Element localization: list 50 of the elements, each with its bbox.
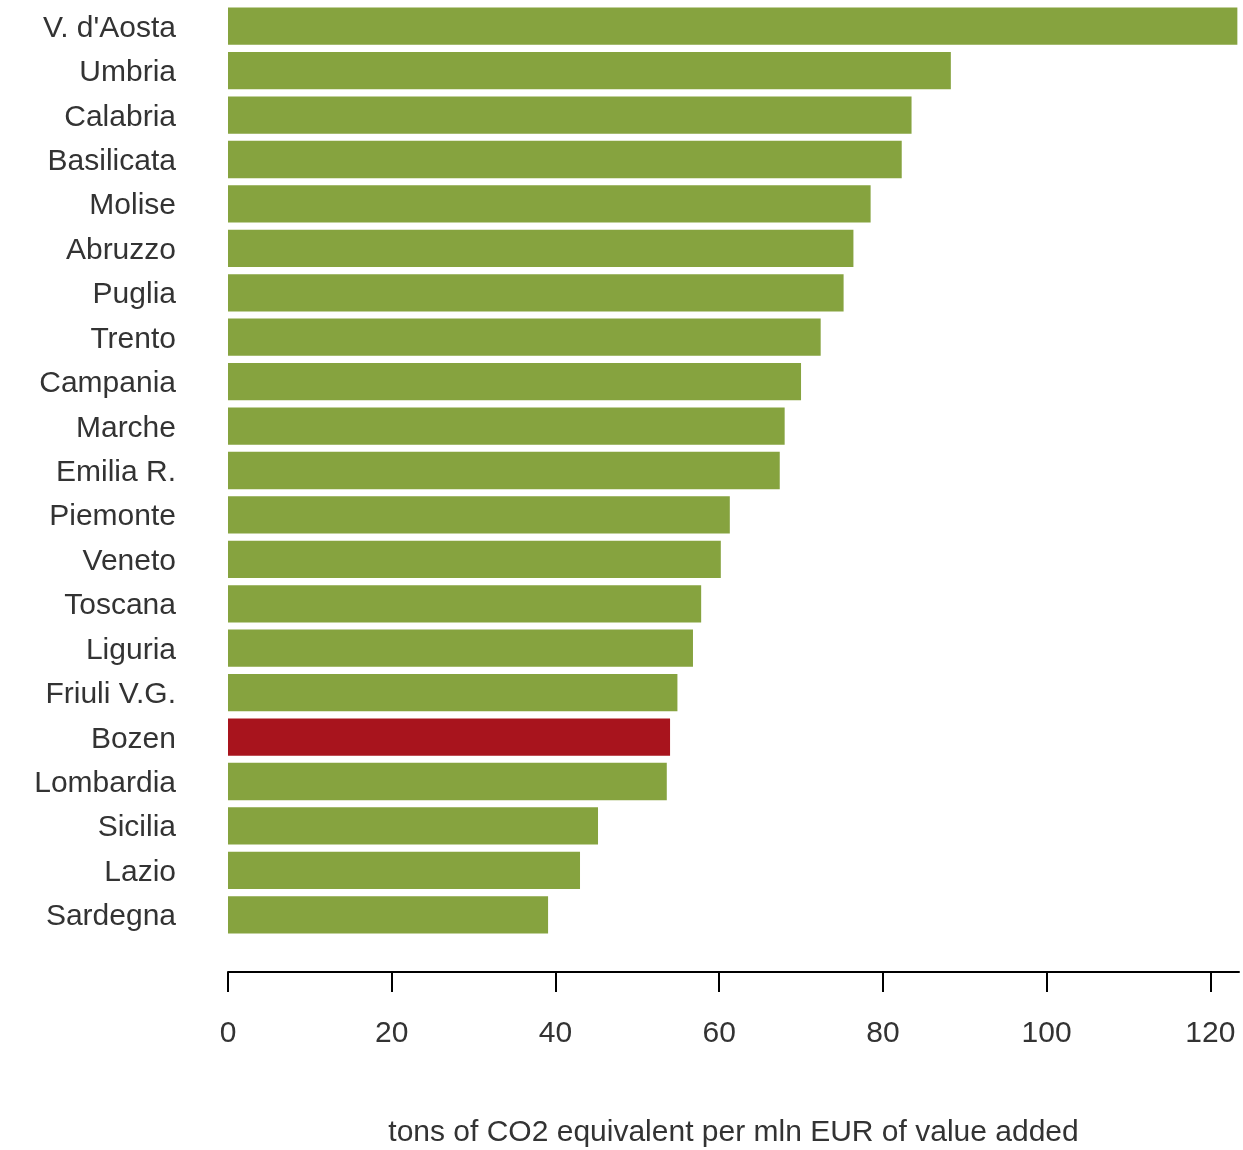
bar xyxy=(228,185,871,223)
y-tick-label: V. d'Aosta xyxy=(42,9,177,43)
y-tick-label: Bozen xyxy=(90,720,176,754)
bar xyxy=(228,451,780,490)
x-tick-label: 40 xyxy=(538,1014,573,1048)
y-tick-label: Sardegna xyxy=(45,898,177,932)
y-tick-label: Veneto xyxy=(82,542,176,576)
y-tick-label: Piemonte xyxy=(49,498,176,532)
x-tick-label: 120 xyxy=(1185,1014,1236,1048)
bar xyxy=(228,51,951,90)
y-tick-label: Puglia xyxy=(92,276,177,310)
y-tick-label: Lazio xyxy=(104,853,176,887)
y-tick-label: Friuli V.G. xyxy=(45,676,176,710)
bar xyxy=(228,851,581,890)
bar xyxy=(228,318,821,356)
bar xyxy=(228,762,667,801)
y-tick-label: Molise xyxy=(89,187,176,221)
y-tick-label: Campania xyxy=(39,365,177,399)
bar xyxy=(228,140,902,179)
bar xyxy=(228,496,730,534)
bar xyxy=(228,229,854,268)
y-tick-label: Trento xyxy=(90,320,176,354)
bar xyxy=(228,629,693,667)
x-axis-title: tons of CO2 equivalent per mln EUR of value added xyxy=(388,1113,1079,1147)
bar xyxy=(228,362,802,401)
bar xyxy=(228,673,678,712)
x-tick-label: 20 xyxy=(375,1014,409,1048)
bar xyxy=(228,96,912,134)
bar xyxy=(228,7,1238,45)
bar xyxy=(228,585,702,623)
bar xyxy=(228,407,785,445)
y-tick-label: Toscana xyxy=(64,587,177,621)
y-tick-label: Liguria xyxy=(85,631,177,665)
bar xyxy=(228,896,549,934)
bar xyxy=(228,274,844,312)
x-tick-label: 60 xyxy=(702,1014,736,1048)
bar xyxy=(228,807,599,845)
y-tick-label: Abruzzo xyxy=(65,231,176,265)
x-tick-label: 100 xyxy=(1021,1014,1072,1048)
y-tick-label: Lombardia xyxy=(34,765,177,798)
y-tick-label: Umbria xyxy=(79,54,177,88)
y-tick-label: Emilia R. xyxy=(55,454,176,487)
y-tick-label: Marche xyxy=(75,409,176,443)
y-tick-label: Basilicata xyxy=(47,143,177,176)
x-tick-label: 80 xyxy=(866,1014,900,1048)
y-tick-label: Sicilia xyxy=(97,809,177,843)
x-tick-label: 0 xyxy=(219,1014,237,1048)
bar xyxy=(228,718,671,756)
bar xyxy=(228,540,721,579)
y-tick-label: Calabria xyxy=(64,98,177,132)
